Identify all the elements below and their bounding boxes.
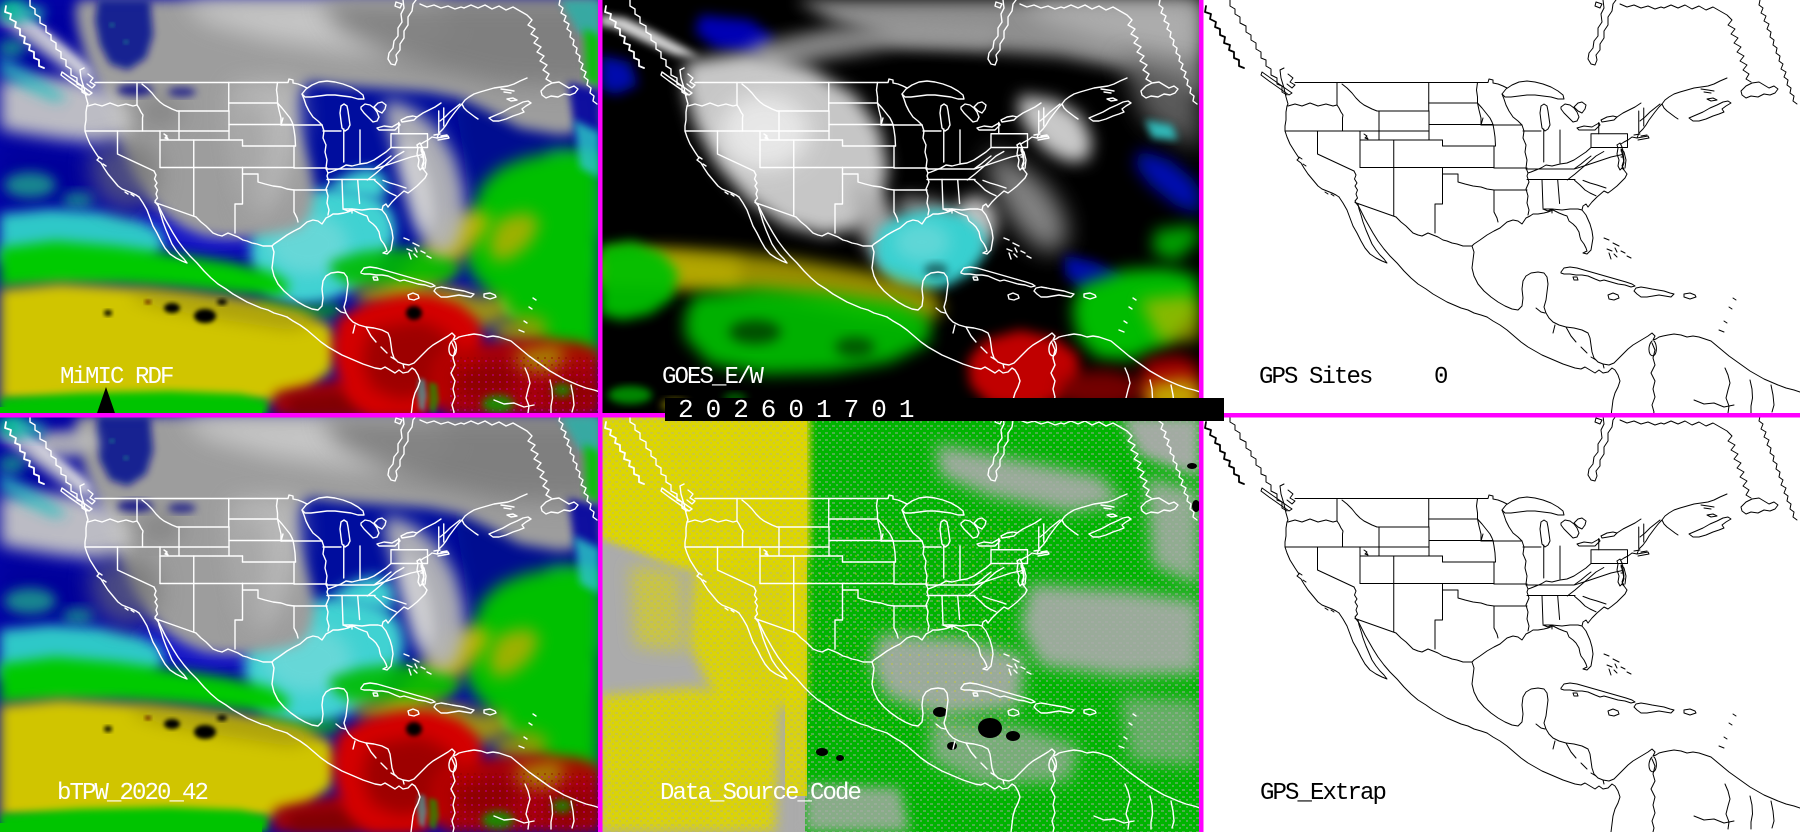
svg-text:GPS_Extrap: GPS_Extrap (1260, 780, 1386, 807)
svg-text:Data_Source_Code: Data_Source_Code (660, 780, 861, 807)
svg-text:202601701: 202601701 (678, 395, 926, 425)
svg-text:bTPW_2020_42: bTPW_2020_42 (57, 780, 208, 807)
svg-text:MiMIC RDF: MiMIC RDF (60, 364, 173, 391)
svg-text:GPS Sites 0: GPS Sites 0 (1259, 364, 1447, 391)
svg-text:GOES_E/W: GOES_E/W (662, 364, 765, 391)
